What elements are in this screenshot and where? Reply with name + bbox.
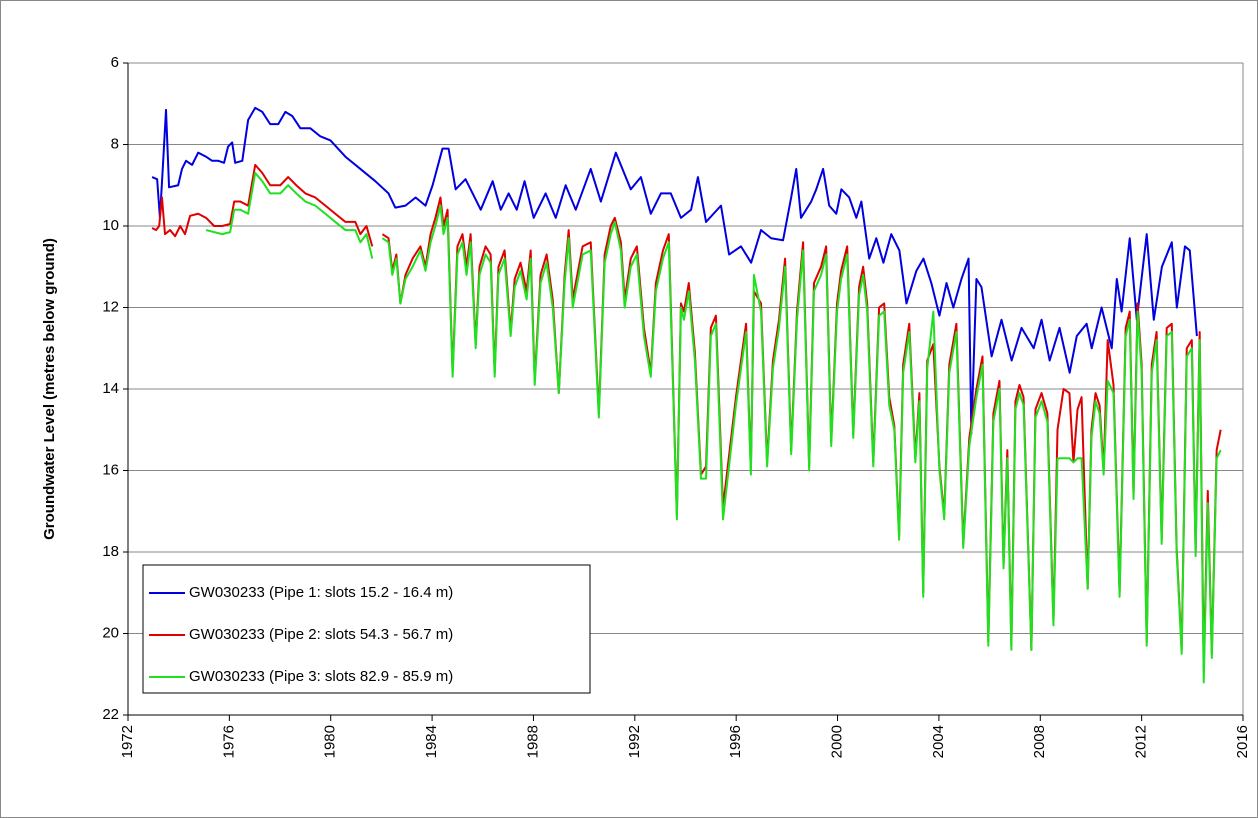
y-tick-label: 6	[111, 54, 119, 71]
x-tick-label: 1988	[524, 725, 541, 758]
y-tick-label: 14	[102, 380, 119, 397]
x-tick-label: 1996	[727, 725, 744, 758]
x-tick-label: 1972	[119, 725, 136, 758]
x-tick-label: 2012	[1133, 725, 1150, 758]
y-tick-label: 12	[102, 298, 119, 315]
y-tick-label: 20	[102, 624, 119, 641]
legend-box	[142, 564, 591, 694]
y-tick-label: 10	[102, 217, 119, 234]
series-line	[205, 172, 1222, 684]
y-tick-label: 8	[111, 135, 119, 152]
legend-label: GW030233 (Pipe 1: slots 15.2 - 16.4 m)	[189, 584, 453, 601]
legend-label: GW030233 (Pipe 3: slots 82.9 - 85.9 m)	[189, 668, 453, 685]
y-tick-label: 18	[102, 543, 119, 560]
x-tick-label: 1980	[322, 725, 339, 758]
x-tick-label: 1992	[626, 725, 643, 758]
series-line	[151, 106, 1198, 435]
x-tick-label: 2004	[930, 725, 947, 758]
x-tick-label: 2016	[1234, 725, 1251, 758]
x-tick-label: 1976	[220, 725, 237, 758]
y-tick-label: 16	[102, 461, 119, 478]
legend-label: GW030233 (Pipe 2: slots 54.3 - 56.7 m)	[189, 626, 453, 643]
y-tick-label: 22	[102, 706, 119, 723]
x-tick-label: 1984	[423, 725, 440, 758]
y-axis-label: Groundwater Level (metres below ground)	[41, 238, 58, 540]
x-tick-label: 2000	[829, 725, 846, 758]
x-tick-label: 2008	[1031, 725, 1048, 758]
